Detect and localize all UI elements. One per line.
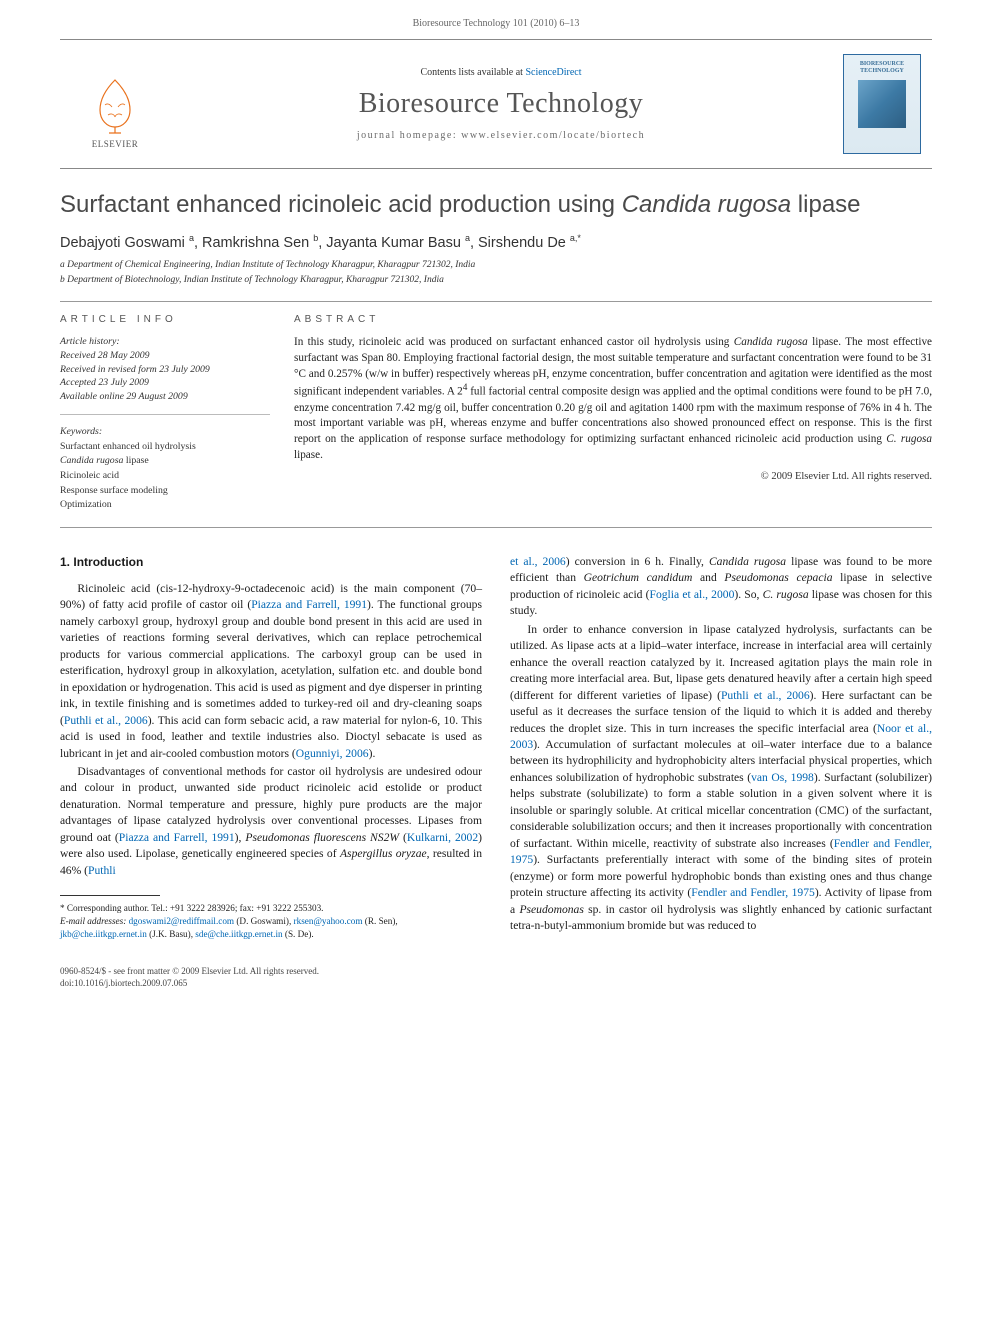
para-3: et al., 2006) conversion in 6 h. Finally… xyxy=(510,554,932,620)
emails-label: E-mail addresses: xyxy=(60,916,126,926)
author-emails: E-mail addresses: dgoswami2@rediffmail.c… xyxy=(60,915,482,941)
title-part-b: lipase xyxy=(791,191,860,218)
page-footer: 0960-8524/$ - see front matter © 2009 El… xyxy=(60,965,932,989)
abstract-text: In this study, ricinoleic acid was produ… xyxy=(294,335,932,463)
footer-line-2: doi:10.1016/j.biortech.2009.07.065 xyxy=(60,977,932,989)
abstract-column: abstract In this study, ricinoleic acid … xyxy=(294,314,932,513)
title-part-a: Surfactant enhanced ricinoleic acid prod… xyxy=(60,191,622,218)
article-body: Surfactant enhanced ricinoleic acid prod… xyxy=(60,191,932,941)
para-2: Disadvantages of conventional methods fo… xyxy=(60,764,482,879)
running-head: Bioresource Technology 101 (2010) 6–13 xyxy=(0,0,992,39)
title-species: Candida rugosa xyxy=(622,191,791,218)
affiliation-b: b Department of Biotechnology, Indian In… xyxy=(60,274,932,288)
article-info-label: article info xyxy=(60,314,270,325)
keyword-5: Optimization xyxy=(60,499,112,510)
history-online: Available online 29 August 2009 xyxy=(60,391,188,402)
keyword-1: Surfactant enhanced oil hydrolysis xyxy=(60,441,196,452)
section-number: 1. xyxy=(60,555,70,569)
journal-homepage: journal homepage: www.elsevier.com/locat… xyxy=(357,130,645,141)
para-1: Ricinoleic acid (cis-12-hydroxy-9-octade… xyxy=(60,581,482,762)
keyword-4: Response surface modeling xyxy=(60,485,168,496)
cover-title: BIORESOURCE TECHNOLOGY xyxy=(844,61,920,74)
cover-image-placeholder xyxy=(858,80,906,128)
sciencedirect-link[interactable]: ScienceDirect xyxy=(525,67,581,78)
history-received: Received 28 May 2009 xyxy=(60,350,150,361)
affiliation-a: a Department of Chemical Engineering, In… xyxy=(60,259,932,273)
keyword-3: Ricinoleic acid xyxy=(60,470,119,481)
journal-banner: ELSEVIER Contents lists available at Sci… xyxy=(60,39,932,169)
footer-line-1: 0960-8524/$ - see front matter © 2009 El… xyxy=(60,965,932,977)
history-accepted: Accepted 23 July 2009 xyxy=(60,377,149,388)
history-heading: Article history: xyxy=(60,335,270,349)
journal-cover-thumb: BIORESOURCE TECHNOLOGY xyxy=(843,54,921,154)
footnote-separator xyxy=(60,895,160,896)
keywords-heading: Keywords: xyxy=(60,426,102,437)
section-title: Introduction xyxy=(73,555,143,569)
cover-thumb-cell: BIORESOURCE TECHNOLOGY xyxy=(832,40,932,168)
history-revised: Received in revised form 23 July 2009 xyxy=(60,364,210,375)
footnotes: * Corresponding author. Tel.: +91 3222 2… xyxy=(60,902,482,941)
article-history: Article history: Received 28 May 2009 Re… xyxy=(60,335,270,415)
article-info-column: article info Article history: Received 2… xyxy=(60,314,270,513)
article-title: Surfactant enhanced ricinoleic acid prod… xyxy=(60,191,932,219)
contents-text: Contents lists available at xyxy=(420,67,525,78)
publisher-name: ELSEVIER xyxy=(92,139,139,149)
contents-available-line: Contents lists available at ScienceDirec… xyxy=(420,67,581,78)
para-4: In order to enhance conversion in lipase… xyxy=(510,622,932,935)
abstract-label: abstract xyxy=(294,314,932,325)
banner-center: Contents lists available at ScienceDirec… xyxy=(170,40,832,168)
article-meta-row: article info Article history: Received 2… xyxy=(60,301,932,528)
section-1-heading: 1. Introduction xyxy=(60,554,482,571)
elsevier-logo: ELSEVIER xyxy=(75,59,155,149)
author-list: Debajyoti Goswami a, Ramkrishna Sen b, J… xyxy=(60,233,932,251)
publisher-logo-cell: ELSEVIER xyxy=(60,40,170,168)
affiliations: a Department of Chemical Engineering, In… xyxy=(60,259,932,288)
abstract-copyright: © 2009 Elsevier Ltd. All rights reserved… xyxy=(294,471,932,482)
corresponding-author: * Corresponding author. Tel.: +91 3222 2… xyxy=(60,902,482,915)
elsevier-tree-icon xyxy=(85,75,145,135)
two-column-body: 1. Introduction Ricinoleic acid (cis-12-… xyxy=(60,554,932,941)
keywords-block: Keywords: Surfactant enhanced oil hydrol… xyxy=(60,425,270,513)
journal-name: Bioresource Technology xyxy=(359,88,644,120)
keyword-2: Candida rugosa lipase xyxy=(60,455,149,466)
